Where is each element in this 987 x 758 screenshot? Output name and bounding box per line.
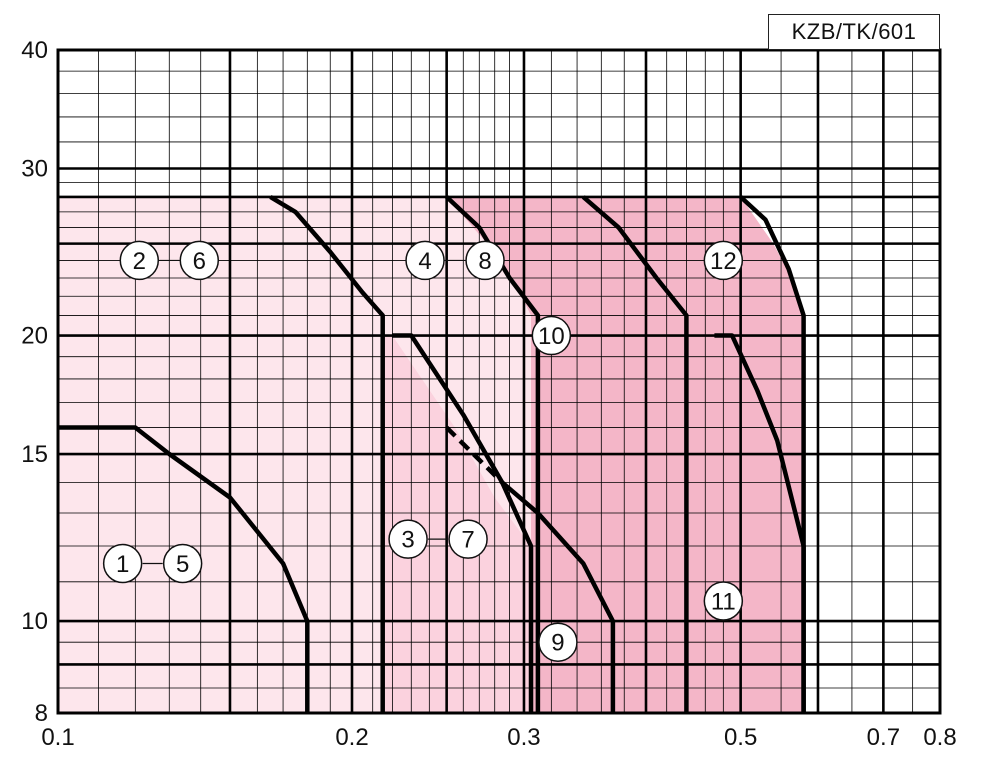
x-tick-label: 0.3 [507, 724, 540, 751]
performance-curves [58, 194, 806, 713]
curve-1 [58, 425, 310, 713]
label-circle [119, 240, 160, 281]
label-number: 7 [461, 527, 474, 554]
curve-label-group: 10 [531, 315, 572, 356]
curve-2 [269, 194, 385, 713]
label-circle [102, 543, 143, 584]
curve-dashed [445, 425, 504, 485]
plot-frame [56, 48, 942, 715]
reference-code-badge: KZB/TK/601 [768, 14, 940, 50]
label-number: 2 [133, 248, 146, 275]
curve-5 [500, 480, 616, 713]
label-circle [179, 240, 220, 281]
curve-6 [581, 195, 689, 713]
x-tick-label: 0.1 [41, 724, 74, 751]
curve-3 [392, 333, 534, 713]
y-tick-label: 30 [21, 156, 48, 183]
x-tick-label: 0.5 [724, 724, 757, 751]
curve-label-group: 11 [703, 581, 744, 621]
y-tick-label: 40 [21, 37, 48, 64]
x-tick-label: 0.8 [923, 724, 956, 751]
label-number: 1 [116, 551, 129, 578]
label-number: 5 [176, 551, 189, 578]
y-tick-label: 10 [21, 608, 48, 635]
label-circle [465, 240, 505, 281]
grid [56, 48, 942, 715]
label-circle [448, 519, 488, 559]
label-circle [388, 519, 428, 559]
label-circle [703, 581, 744, 621]
label-circle [405, 240, 445, 281]
label-number: 11 [711, 588, 736, 615]
label-number: 3 [401, 527, 414, 554]
label-circle [538, 622, 578, 662]
label-number: 10 [538, 323, 565, 350]
label-circle [703, 240, 744, 281]
label-number: 4 [418, 248, 431, 275]
y-tick-label: 20 [21, 323, 48, 350]
curve-label-group: 9 [538, 622, 578, 662]
label-circle [162, 543, 203, 584]
x-tick-label: 0.2 [335, 724, 368, 751]
x-tick-label: 0.7 [867, 724, 900, 751]
label-number: 8 [478, 248, 491, 275]
label-number: 12 [710, 248, 737, 275]
y-tick-label: 8 [35, 700, 48, 727]
curve-8 [739, 195, 806, 713]
curve-4 [445, 195, 541, 713]
label-number: 6 [193, 248, 206, 275]
y-tick-label: 15 [21, 441, 48, 468]
curve-label-group: 12 [703, 240, 744, 281]
label-number: 9 [551, 630, 564, 657]
label-circle [531, 315, 572, 356]
